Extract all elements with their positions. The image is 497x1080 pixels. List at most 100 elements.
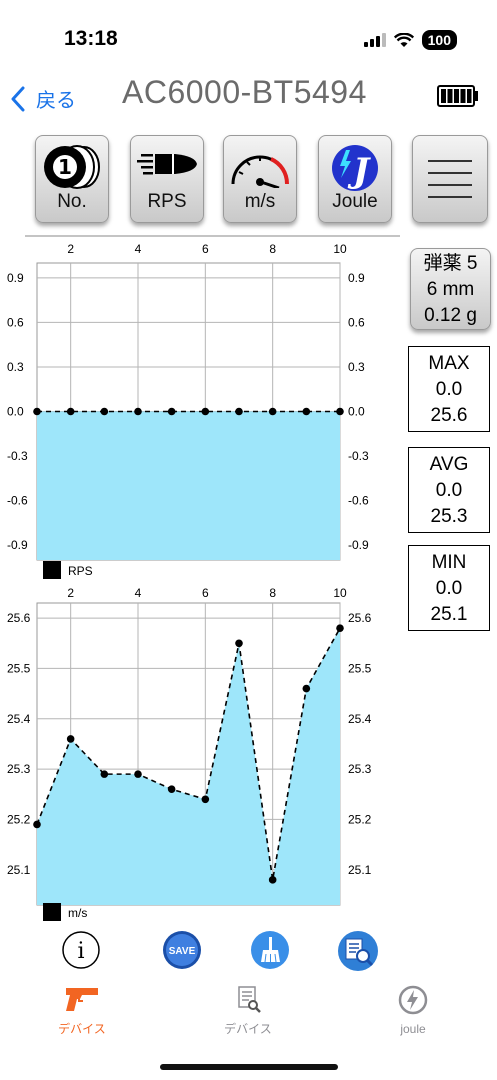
wifi-icon: [393, 32, 414, 47]
rps-data-point: [134, 407, 142, 416]
rps-y-tick-label-right: 0.0: [348, 405, 365, 419]
rps-data-point: [336, 407, 344, 416]
ammo-button[interactable]: 弾薬 5 6 mm 0.12 g: [410, 248, 491, 330]
document-icon: [238, 986, 261, 1013]
info-button[interactable]: i: [61, 930, 101, 970]
speed-legend-label: m/s: [68, 906, 87, 920]
status-icons: 100: [363, 30, 457, 50]
ms-data-point: [302, 684, 311, 693]
ms-data-point: [100, 770, 109, 778]
broom-icon: [251, 931, 289, 969]
ammo-line-1: 弾薬 5: [423, 253, 478, 274]
rps-y-tick-label-left: -0.6: [7, 494, 28, 508]
joule-logo-icon: J: [332, 145, 378, 191]
shot-number-button[interactable]: 1 No.: [35, 135, 109, 223]
avg-label: AVG: [429, 454, 469, 475]
speed-area: [37, 628, 340, 905]
battery-status: 100: [421, 30, 457, 50]
max-label: MAX: [428, 353, 470, 374]
rps-y-tick-label-left: 0.6: [7, 315, 24, 329]
rps-y-tick-label-right: -0.9: [348, 538, 369, 552]
tab-device[interactable]: デバイス: [32, 985, 132, 1037]
clear-button[interactable]: [250, 930, 290, 970]
tab-log-label: デバイス: [224, 1022, 272, 1036]
ms-data-point: [336, 624, 344, 632]
min-label: MIN: [431, 552, 467, 573]
rps-data-point: [167, 407, 176, 416]
rps-y-tick-label-left: 0.0: [7, 405, 24, 419]
avg-speed-value: 25.3: [430, 506, 468, 527]
menu-icon: [428, 160, 472, 198]
speed-button[interactable]: m/s: [223, 135, 297, 223]
rps-data-point: [302, 407, 311, 416]
ms-y-tick-label-left: 25.6: [7, 611, 31, 625]
bullet-icon: [137, 154, 197, 175]
rps-label: RPS: [147, 191, 187, 212]
rps-data-point: [66, 407, 75, 416]
home-indicator: [160, 1064, 338, 1070]
rps-x-tick-label: 10: [333, 242, 347, 256]
rps-x-tick-label: 6: [202, 242, 209, 256]
ms-y-tick-label-right: 25.3: [348, 762, 372, 776]
speed-points: [33, 624, 344, 884]
tab-joule-label: joule: [400, 1022, 426, 1036]
ms-y-tick-label-right: 25.6: [348, 611, 372, 625]
rps-legend-swatch: [43, 561, 61, 579]
ms-data-point: [33, 820, 41, 829]
back-button[interactable]: 戻る: [10, 84, 76, 113]
rps-data-point: [268, 407, 277, 416]
speed-x-ticks: 2 4 6 8 10: [67, 586, 347, 600]
tab-log[interactable]: デバイス: [198, 985, 298, 1037]
min-rps-value: 0.0: [435, 578, 463, 599]
max-stat-box: MAX 0.0 25.6: [408, 346, 490, 432]
save-button[interactable]: SAVE: [162, 930, 202, 970]
rps-y-tick-label-left: -0.3: [7, 449, 28, 463]
info-glyph: i: [77, 939, 84, 964]
ms-y-tick-label-right: 25.4: [348, 712, 372, 726]
rps-y-tick-label-left: -0.9: [7, 538, 28, 552]
ms-y-tick-label-right: 25.2: [348, 812, 372, 826]
rps-data-point: [201, 407, 210, 416]
ammo-line-2: 6 mm: [426, 279, 475, 300]
avg-stat-box: AVG 0.0 25.3: [408, 447, 490, 533]
rps-y-tick-label-right: 0.6: [348, 315, 365, 329]
ms-data-point: [66, 735, 75, 743]
ms-x-tick-label: 2: [67, 586, 74, 600]
document-search-icon: [338, 931, 378, 971]
log-search-button[interactable]: [337, 930, 378, 971]
signal-icon: [363, 33, 386, 47]
device-battery-icon: [437, 85, 478, 107]
ms-y-tick-label-left: 25.1: [7, 863, 31, 877]
rps-data-point: [235, 407, 243, 416]
ms-x-tick-label: 4: [135, 586, 142, 600]
coin-stack-icon: 1: [44, 145, 100, 189]
rps-y-ticks-left: 0.9 0.6 0.3 0.0 -0.3 -0.6 -0.9: [7, 271, 28, 552]
rps-y-tick-label-right: -0.3: [348, 449, 369, 463]
save-icon: SAVE: [163, 931, 201, 969]
status-time: 13:18: [64, 27, 118, 50]
rps-legend-label: RPS: [68, 564, 93, 578]
rps-data-point: [33, 407, 41, 416]
min-stat-box: MIN 0.0 25.1: [408, 545, 490, 631]
speed-label: m/s: [244, 191, 276, 212]
ms-y-tick-label-left: 25.2: [7, 812, 31, 826]
rps-y-ticks-right: 0.9 0.6 0.3 0.0 -0.3 -0.6 -0.9: [348, 271, 369, 552]
tab-joule[interactable]: joule: [363, 985, 463, 1036]
info-icon: i: [62, 931, 100, 969]
menu-button[interactable]: [412, 135, 488, 223]
rps-points: [33, 407, 344, 416]
rps-button[interactable]: RPS: [130, 135, 204, 223]
rps-y-tick-label-right: 0.3: [348, 360, 365, 374]
coin-number: 1: [58, 155, 72, 179]
speed-legend-swatch: [43, 903, 61, 921]
speed-line: [36, 627, 341, 880]
ms-data-point: [167, 785, 176, 794]
save-text: SAVE: [169, 946, 196, 957]
rps-y-tick-label-left: 0.3: [7, 360, 24, 374]
ms-y-tick-label-right: 25.1: [348, 863, 372, 877]
rps-x-ticks: 2 4 6 8 10: [67, 242, 347, 256]
bolt-circle-icon: [398, 985, 428, 1015]
chevron-left-icon: [11, 86, 25, 111]
ms-x-tick-label: 6: [202, 586, 209, 600]
joule-button[interactable]: J Joule: [318, 135, 392, 223]
